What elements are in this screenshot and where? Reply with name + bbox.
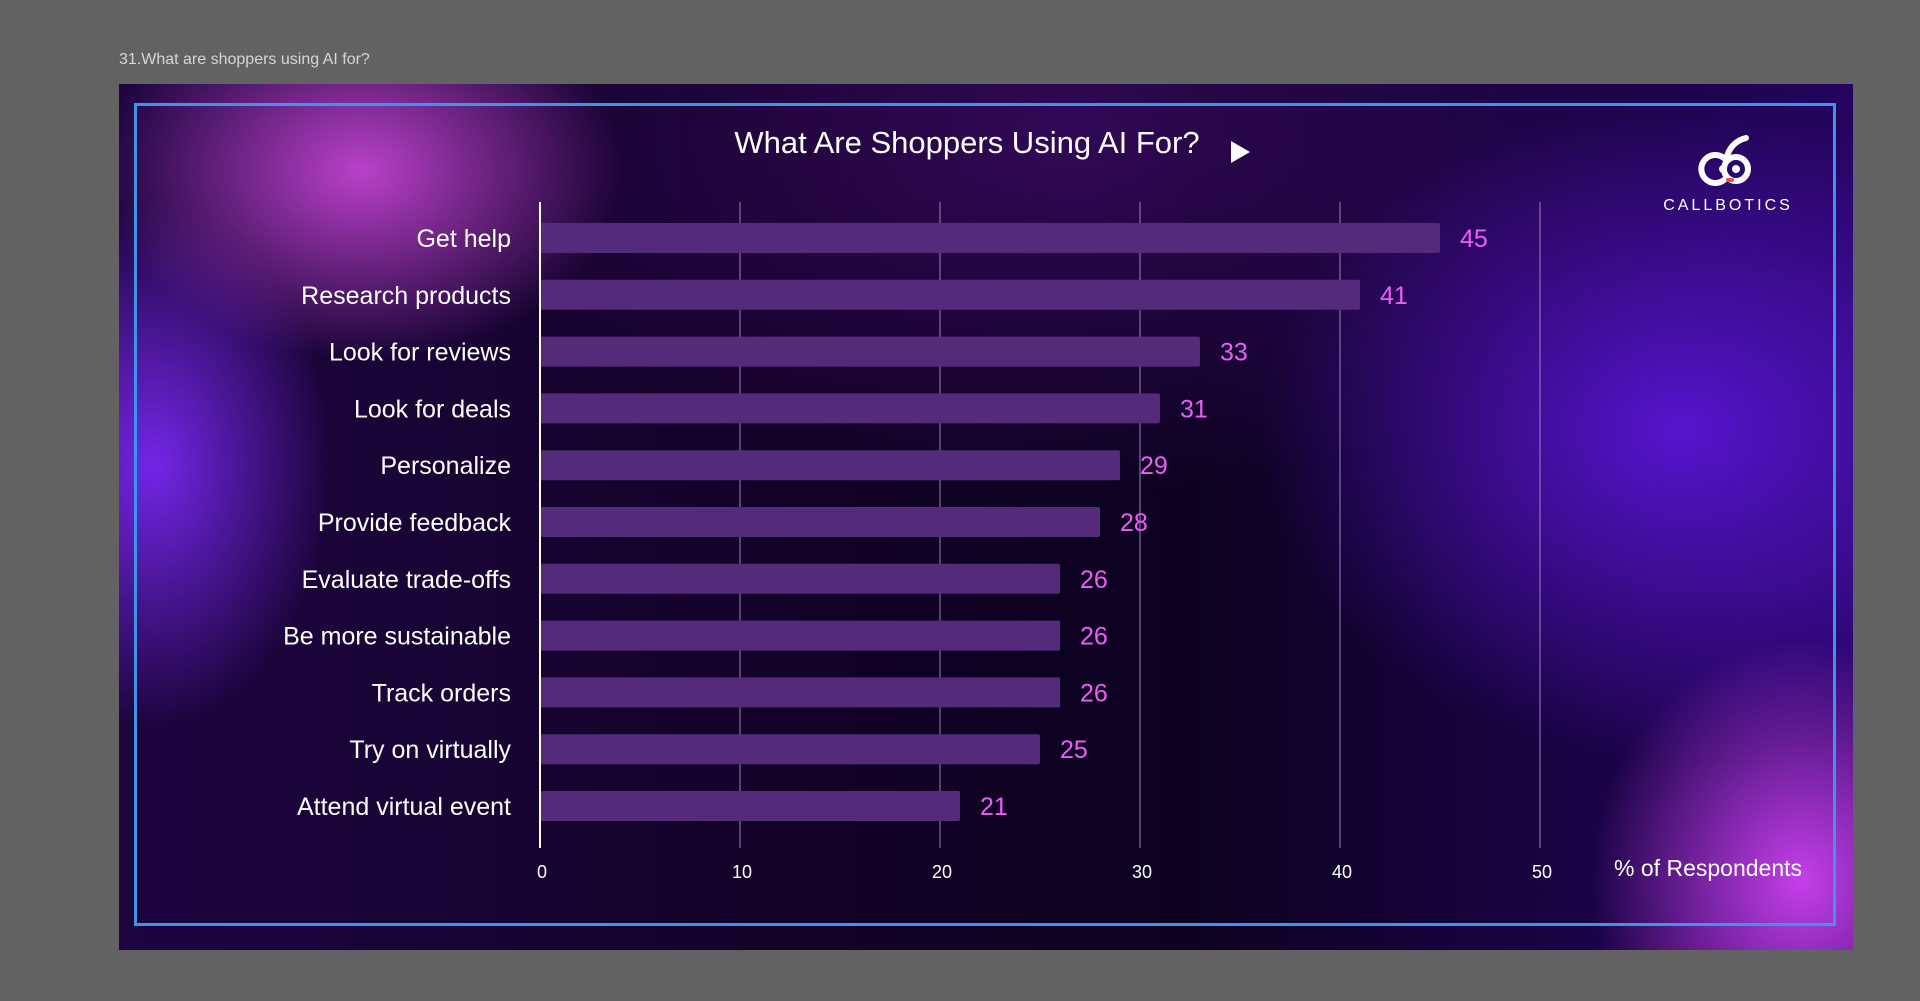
bar <box>540 393 1160 424</box>
category-label: Look for reviews <box>329 339 511 367</box>
value-label: 45 <box>1460 225 1488 253</box>
bar <box>540 734 1040 765</box>
value-label: 21 <box>980 793 1008 821</box>
value-label: 31 <box>1180 395 1208 423</box>
bar <box>540 450 1120 481</box>
x-tick-label: 40 <box>1332 862 1352 882</box>
category-label: Look for deals <box>354 395 511 423</box>
x-axis-label: % of Respondents <box>1614 855 1802 881</box>
brand-name: CALLBOTICS <box>1663 197 1793 214</box>
category-label: Personalize <box>380 452 511 480</box>
x-tick-label: 50 <box>1532 862 1552 882</box>
category-label: Track orders <box>372 679 511 707</box>
bar-chart: What Are Shoppers Using AI For? Get help 4… <box>283 125 1802 882</box>
bar <box>540 791 960 821</box>
chart-title: What Are Shoppers Using AI For? <box>734 125 1199 160</box>
brand-logo: CALLBOTICS <box>1648 134 1808 215</box>
category-label: Evaluate trade-offs <box>302 566 511 594</box>
chart-frame <box>134 103 1836 926</box>
bar <box>540 336 1200 367</box>
bar <box>540 223 1440 253</box>
x-tick-label: 30 <box>1132 862 1152 882</box>
category-label: Research products <box>301 282 511 310</box>
bar <box>540 563 1060 594</box>
category-label: Get help <box>416 225 511 253</box>
value-label: 33 <box>1220 339 1248 367</box>
x-tick-label: 10 <box>732 862 752 882</box>
chart-card: What Are Shoppers Using AI For? Get help 4… <box>119 84 1853 950</box>
bar <box>540 620 1060 651</box>
callbotics-robot-icon <box>1698 135 1751 186</box>
x-tick-label: 0 <box>537 862 547 882</box>
value-label: 26 <box>1080 623 1108 651</box>
value-label: 26 <box>1080 566 1108 594</box>
category-label: Attend virtual event <box>297 793 511 821</box>
bar <box>540 677 1060 708</box>
category-label: Be more sustainable <box>283 623 511 651</box>
value-label: 25 <box>1060 736 1088 764</box>
value-label: 41 <box>1380 282 1408 310</box>
value-label: 29 <box>1140 452 1168 480</box>
value-label: 26 <box>1080 679 1108 707</box>
bar <box>540 279 1360 310</box>
category-label: Try on virtually <box>349 736 511 764</box>
value-label: 28 <box>1120 509 1148 537</box>
category-label: Provide feedback <box>318 509 512 537</box>
play-triangle-icon <box>1231 141 1250 163</box>
slide-caption: 31.What are shoppers using AI for? <box>119 51 370 68</box>
x-tick-label: 20 <box>932 862 952 882</box>
bar <box>540 507 1100 537</box>
